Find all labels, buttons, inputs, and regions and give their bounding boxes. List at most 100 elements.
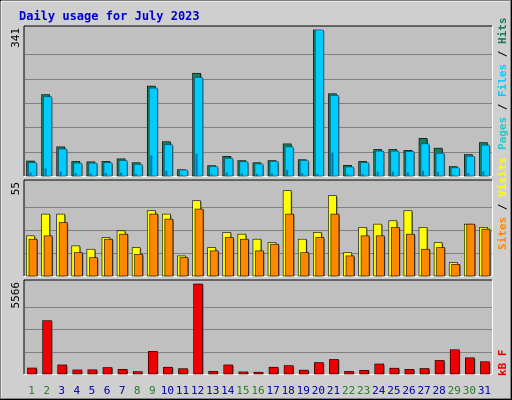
pages-bar <box>376 171 379 176</box>
sites-bar <box>436 247 445 277</box>
kbytes-bar <box>329 359 339 375</box>
files-bar <box>103 162 113 177</box>
x-tick-label: 6 <box>104 384 111 397</box>
x-tick-label: 12 <box>191 384 204 397</box>
x-tick-label: 30 <box>463 384 476 397</box>
pages-bar <box>391 171 394 176</box>
files-bar <box>58 148 67 177</box>
chart-title: Daily usage for July 2023 <box>19 9 200 23</box>
files-bar <box>73 162 83 177</box>
pages-bar <box>195 153 198 176</box>
sites-bar <box>375 235 385 277</box>
kbytes-bar <box>389 367 400 375</box>
files-bar <box>133 164 143 177</box>
kbytes-bar <box>298 369 309 375</box>
legend-entry: / <box>496 203 509 217</box>
legend-entry: kB <box>496 362 509 376</box>
sites-bar <box>224 237 234 277</box>
x-tick-label: 28 <box>433 384 446 397</box>
legends: Pages / Files / Hits Sites / Visits kB F <box>496 18 509 377</box>
sites-bar <box>240 238 249 277</box>
pages-bar <box>361 173 364 176</box>
panel-pages-files-hits: 341 <box>9 25 493 177</box>
files-bar <box>239 161 249 177</box>
sites-bar <box>58 222 68 277</box>
legend-entry: Files <box>496 64 509 104</box>
sites-bar <box>360 235 370 277</box>
legend-entry: Visits <box>496 157 509 203</box>
pages-bar <box>316 173 319 176</box>
files-bar <box>43 96 52 177</box>
sites-bar <box>270 243 279 277</box>
files-bar <box>284 146 294 177</box>
sites-bar <box>164 218 174 277</box>
kbytes-bar <box>72 369 83 375</box>
sites-bar <box>194 208 204 277</box>
x-tick-label: 14 <box>221 384 235 397</box>
sites-bar <box>149 213 159 277</box>
kbytes-bar <box>223 364 234 375</box>
plot-area-bottom <box>24 280 492 374</box>
kbytes-bar <box>434 360 445 375</box>
files-bar <box>118 160 128 177</box>
pages-bar <box>104 173 107 176</box>
sites-bar <box>300 252 310 277</box>
x-tick-label: 23 <box>357 384 370 397</box>
kbytes-bar <box>208 371 218 375</box>
sites-bar <box>134 253 143 277</box>
pages-bar <box>467 173 470 176</box>
files-bar <box>224 158 234 177</box>
x-tick-label: 29 <box>448 384 461 397</box>
pages-bar <box>422 170 425 176</box>
pages-bar <box>210 174 213 176</box>
kbytes-bar <box>178 368 188 375</box>
pages-bar <box>301 173 304 176</box>
files-bar <box>435 153 445 177</box>
sites-bar <box>104 238 113 277</box>
x-tick-label: 18 <box>282 384 295 397</box>
legend-entry: / <box>496 50 509 64</box>
y-max-label-middle: 55 <box>9 182 22 195</box>
files-bar <box>345 166 354 177</box>
x-tick-label: 4 <box>74 384 81 397</box>
kbytes-bar <box>268 366 279 375</box>
kbytes-bar <box>87 369 98 375</box>
x-tick-label: 15 <box>236 384 249 397</box>
sites-bar <box>179 257 189 277</box>
kbytes-bar <box>419 368 430 375</box>
kbytes-bar <box>314 362 324 375</box>
pages-bar <box>44 168 47 176</box>
panel-kbytes: 5566 <box>9 279 493 375</box>
files-bar <box>269 161 279 177</box>
pages-bar <box>180 174 183 176</box>
legend-entry: F <box>496 350 509 363</box>
kbytes-bar <box>132 371 143 375</box>
sites-bar <box>345 255 355 277</box>
x-tick-label: 11 <box>176 384 189 397</box>
files-bar <box>148 87 158 177</box>
pages-bar <box>331 152 334 176</box>
x-tick-label: 10 <box>161 384 174 397</box>
pages-bar <box>89 173 92 176</box>
kbytes-bar <box>147 351 158 375</box>
legend-middle: Sites / Visits <box>496 157 509 250</box>
legend-entry: / <box>496 103 509 117</box>
sites-bar <box>89 257 98 277</box>
files-bar <box>179 169 188 177</box>
y-max-label-top: 341 <box>9 28 22 48</box>
pages-bar <box>406 172 409 176</box>
pages-bar <box>346 174 349 176</box>
sites-bar <box>330 213 340 277</box>
x-tick-label: 24 <box>372 384 386 397</box>
pages-bar <box>59 171 62 176</box>
x-axis-labels: 1 2 3 4 5 6 7 8 9 10 11 12 13 14 15 16 17 18 19 20 21 22 23 24 2… <box>28 384 491 397</box>
x-tick-label: 16 <box>251 384 264 397</box>
pages-bar <box>240 173 243 176</box>
sites-bar <box>466 223 476 277</box>
pages-bar <box>437 172 440 176</box>
legend-entry: Hits <box>496 18 509 51</box>
pages-bar <box>120 172 123 176</box>
x-tick-label: 2 <box>43 384 50 397</box>
legend-entry: Pages <box>496 117 509 150</box>
x-tick-label: 20 <box>312 384 325 397</box>
